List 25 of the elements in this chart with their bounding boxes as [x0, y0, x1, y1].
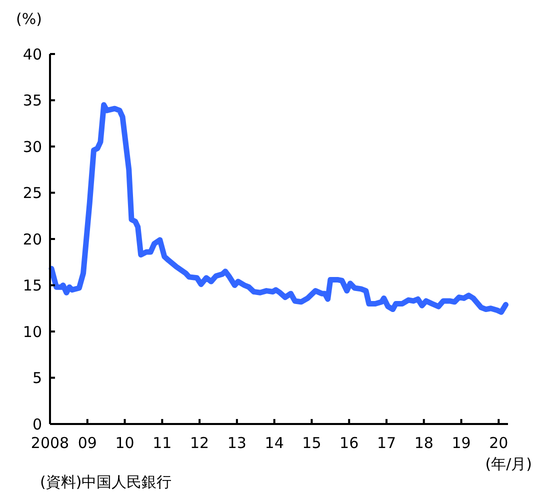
x-tick-label: 18	[414, 434, 434, 452]
y-tick-label: 35	[22, 92, 42, 110]
x-tick-label: 16	[340, 434, 359, 452]
y-tick-label: 5	[32, 369, 42, 387]
y-tick-label: 30	[22, 138, 42, 156]
y-tick-label: 15	[22, 276, 42, 294]
y-tick-label: 20	[22, 230, 42, 248]
y-tick-label: 10	[22, 322, 42, 341]
x-tick-label: 2008	[30, 434, 70, 452]
x-tick-label: 17	[376, 434, 396, 452]
x-tick-label: 13	[227, 434, 246, 452]
x-tick-label: 15	[302, 434, 322, 452]
x-tick-label: 09	[78, 434, 97, 452]
x-tick-label: 11	[152, 434, 172, 452]
text: (資料)中国人民銀行	[40, 473, 172, 491]
y-tick-label: 25	[22, 184, 42, 202]
y-tick-label: 0	[32, 415, 42, 434]
x-tick-label: 14	[264, 434, 284, 452]
y-tick-label: 40	[22, 45, 42, 64]
y-axis-title: (%)	[16, 10, 42, 28]
x-tick-label: 10	[115, 434, 134, 452]
x-tick-label: 20	[489, 434, 508, 452]
x-tick-label: 12	[190, 434, 210, 452]
x-tick-label: 19	[452, 434, 471, 452]
x-axis-title: (年/月)	[485, 455, 532, 473]
